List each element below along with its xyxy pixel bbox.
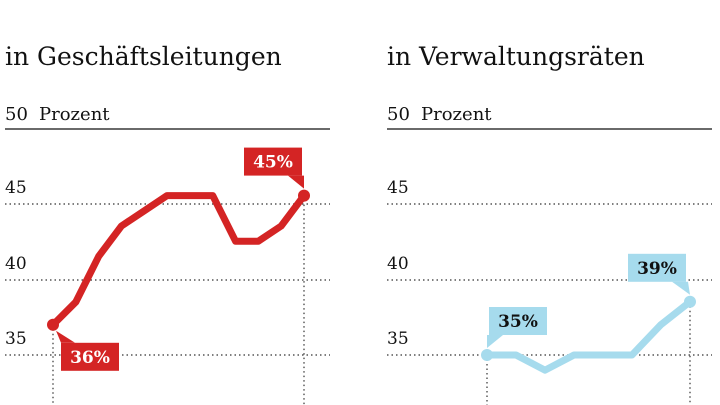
start-point <box>481 349 493 361</box>
y-tick-label: 50 <box>387 104 410 125</box>
end-data-label-box <box>628 253 686 282</box>
series-line <box>49 192 308 329</box>
y-tick-label: 40 <box>387 254 409 274</box>
y-tick-label: 35 <box>387 329 409 349</box>
start-point <box>47 318 59 331</box>
end-data-label: 45% <box>253 153 293 173</box>
end-point <box>298 189 310 202</box>
start-data-label: 35% <box>498 312 538 332</box>
y-tick-label: 35 <box>5 329 27 349</box>
y-tick-label: 45 <box>387 178 409 198</box>
y-axis-label: Prozent <box>39 104 110 125</box>
end-data-label: 39% <box>637 259 677 279</box>
end-data-label-pointer <box>288 175 304 189</box>
y-axis-label: Prozent <box>421 104 492 125</box>
y-tick-label: 45 <box>5 178 27 198</box>
end-data-label-box <box>244 147 302 176</box>
start-data-label-pointer <box>487 335 503 348</box>
series-line <box>483 298 694 374</box>
y-tick-label: 40 <box>5 254 27 274</box>
chart-title: in Verwaltungsräten <box>387 42 645 71</box>
y-tick-label: 50 <box>5 104 28 125</box>
start-data-label-box <box>489 307 547 335</box>
start-data-label: 36% <box>70 348 110 368</box>
chart-title: in Geschäftsleitungen <box>5 42 282 71</box>
start-data-label-box <box>61 342 119 371</box>
start-data-label-pointer <box>56 330 75 343</box>
end-data-label-pointer <box>672 281 690 295</box>
end-point <box>684 295 696 308</box>
